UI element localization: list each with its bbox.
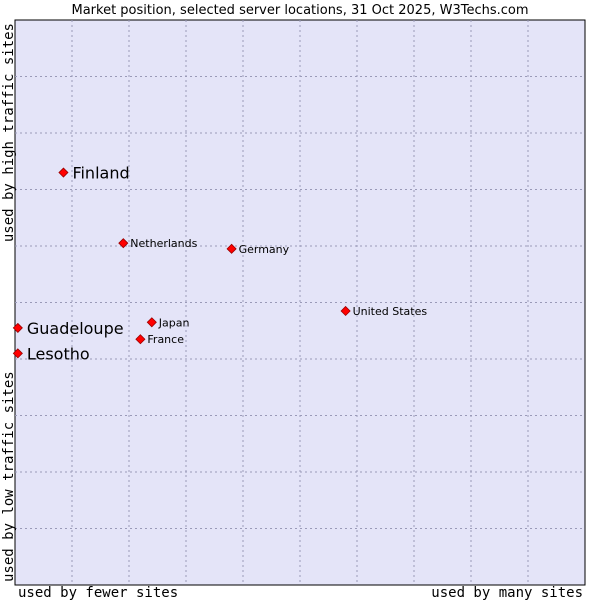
- point-netherlands[interactable]: [118, 238, 129, 249]
- point-label-netherlands: Netherlands: [130, 237, 197, 250]
- point-japan[interactable]: [146, 317, 157, 328]
- data-points: Finland Netherlands Germany United States Ja…: [12, 164, 428, 363]
- point-germany[interactable]: [226, 243, 237, 254]
- point-france[interactable]: [135, 334, 146, 345]
- point-guadeloupe[interactable]: [12, 322, 23, 333]
- point-lesotho[interactable]: [12, 348, 23, 359]
- x-axis-label-left: used by fewer sites: [18, 585, 178, 600]
- point-label-guadeloupe: Guadeloupe: [27, 319, 124, 338]
- point-label-united-states: United States: [353, 305, 428, 318]
- point-label-japan: Japan: [158, 316, 190, 329]
- y-axis-label-top: used by high traffic sites: [1, 23, 17, 242]
- point-label-finland: Finland: [72, 164, 129, 183]
- point-label-germany: Germany: [239, 243, 290, 256]
- grid-lines: [15, 20, 585, 585]
- chart-title: Market position, selected server locatio…: [71, 3, 528, 18]
- point-finland[interactable]: [58, 167, 69, 178]
- y-axis-label-bottom: used by low traffic sites: [1, 371, 17, 582]
- point-united-states[interactable]: [340, 305, 351, 317]
- point-label-france: France: [147, 333, 184, 346]
- point-label-lesotho: Lesotho: [27, 344, 90, 363]
- x-axis-label-right: used by many sites: [431, 585, 583, 600]
